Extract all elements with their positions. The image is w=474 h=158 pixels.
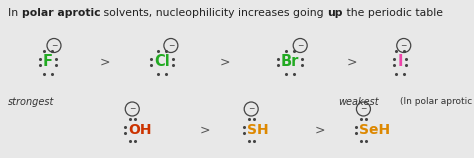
Text: >: > [100, 55, 110, 69]
Point [36, 64, 44, 66]
Text: −: − [297, 41, 303, 50]
Point [48, 72, 56, 75]
Text: −: − [248, 104, 255, 113]
Point [131, 118, 139, 120]
Point [392, 49, 400, 52]
Point [402, 64, 410, 66]
Point [131, 140, 139, 142]
Text: −: − [401, 41, 407, 50]
Point [52, 64, 60, 66]
Text: SH: SH [247, 123, 269, 137]
Point [358, 118, 365, 120]
Point [392, 72, 400, 75]
Point [154, 72, 162, 75]
Point [358, 140, 365, 142]
Point [154, 49, 162, 52]
Text: polar aprotic: polar aprotic [22, 8, 100, 18]
Point [40, 49, 48, 52]
Point [246, 140, 253, 142]
Point [353, 132, 360, 134]
Point [240, 126, 248, 128]
Text: up: up [328, 8, 343, 18]
Point [391, 58, 398, 60]
Text: F: F [43, 55, 53, 70]
Point [250, 140, 258, 142]
Text: −: − [360, 104, 366, 113]
Point [169, 58, 177, 60]
Text: strongest: strongest [8, 97, 55, 107]
Text: In: In [8, 8, 22, 18]
Text: (In polar aprotic solvents): (In polar aprotic solvents) [400, 97, 474, 106]
Point [127, 140, 134, 142]
Text: weakest: weakest [338, 97, 379, 107]
Point [40, 72, 48, 75]
Point [282, 72, 290, 75]
Point [290, 49, 298, 52]
Point [246, 118, 253, 120]
Point [52, 58, 60, 60]
Text: SeH: SeH [359, 123, 391, 137]
Point [400, 49, 408, 52]
Point [282, 49, 290, 52]
Point [363, 140, 370, 142]
Point [299, 58, 306, 60]
Point [169, 64, 177, 66]
Point [240, 132, 248, 134]
Point [353, 126, 360, 128]
Point [36, 58, 44, 60]
Point [402, 58, 410, 60]
Text: >: > [347, 55, 357, 69]
Point [391, 64, 398, 66]
Text: OH: OH [128, 123, 152, 137]
Text: the periodic table: the periodic table [343, 8, 443, 18]
Text: solvents, nucleophilicity increases going: solvents, nucleophilicity increases goin… [100, 8, 328, 18]
Point [274, 58, 282, 60]
Text: >: > [220, 55, 230, 69]
Text: −: − [51, 41, 57, 50]
Point [290, 72, 298, 75]
Point [274, 64, 282, 66]
Text: −: − [168, 41, 174, 50]
Point [127, 118, 134, 120]
Point [121, 132, 129, 134]
Text: >: > [200, 124, 210, 137]
Point [363, 118, 370, 120]
Text: Br: Br [281, 55, 299, 70]
Text: Cl: Cl [154, 55, 170, 70]
Point [299, 64, 306, 66]
Point [250, 118, 258, 120]
Point [400, 72, 408, 75]
Point [162, 49, 170, 52]
Point [147, 64, 155, 66]
Text: I: I [397, 55, 403, 70]
Text: −: − [129, 104, 136, 113]
Text: >: > [315, 124, 325, 137]
Point [162, 72, 170, 75]
Point [121, 126, 129, 128]
Point [48, 49, 56, 52]
Point [147, 58, 155, 60]
